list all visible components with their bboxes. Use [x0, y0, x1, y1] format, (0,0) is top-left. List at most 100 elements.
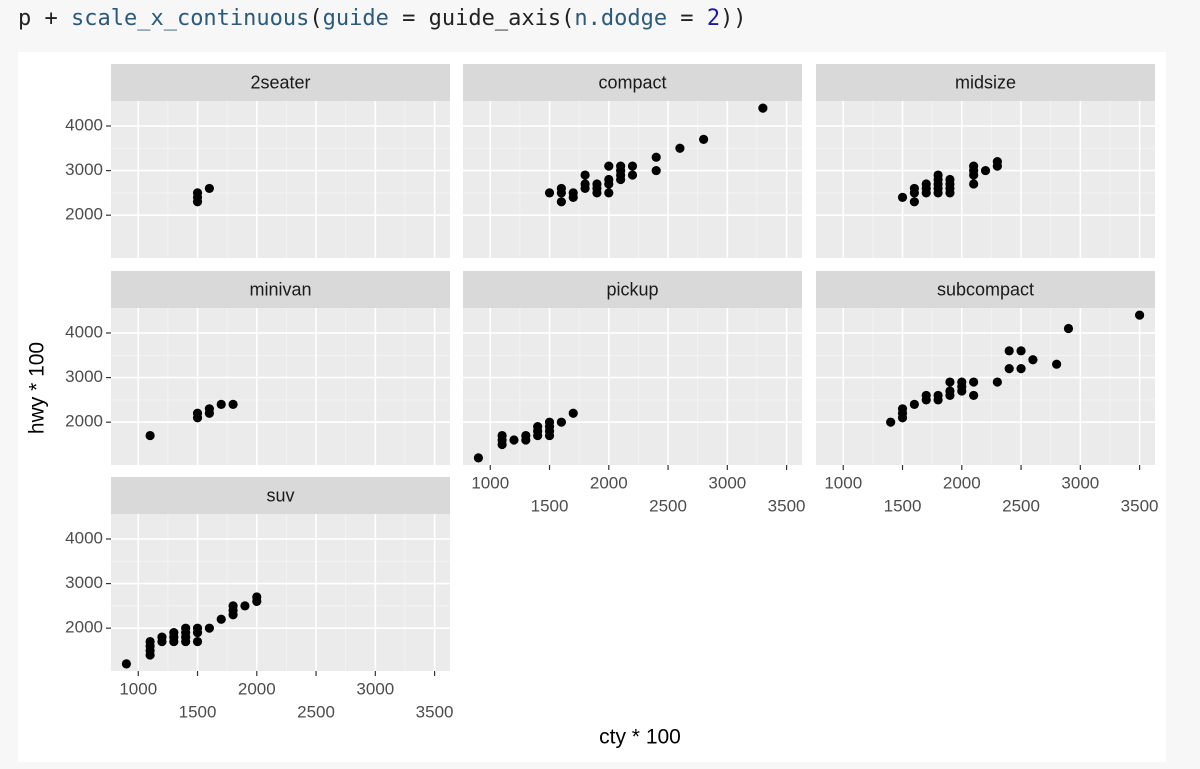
point	[192, 636, 203, 647]
code-token: scale_x_continuous	[70, 6, 310, 31]
point	[604, 179, 614, 189]
y-tick-label: 3000	[65, 367, 103, 386]
x-tick-label: 2000	[590, 473, 628, 492]
point	[921, 395, 931, 405]
point	[192, 197, 203, 207]
point	[627, 170, 638, 180]
point	[533, 430, 543, 441]
x-tick-label: 1000	[824, 473, 862, 492]
y-tick-label: 3000	[65, 160, 103, 179]
x-axis-title: cty * 100	[599, 726, 681, 749]
strip-label: compact	[598, 72, 666, 92]
point	[886, 417, 896, 427]
point	[1063, 323, 1074, 334]
point	[992, 377, 1002, 387]
point	[473, 453, 484, 463]
point	[969, 377, 979, 387]
point	[933, 395, 943, 405]
panel-background	[816, 101, 1155, 258]
point	[969, 179, 979, 189]
point	[921, 188, 931, 198]
point	[969, 390, 979, 401]
strip-background	[111, 64, 450, 101]
strip-label: suv	[266, 485, 294, 505]
panel-background	[111, 308, 450, 465]
point	[627, 161, 638, 171]
x-tick-label: 1000	[471, 473, 509, 492]
x-tick-label: 2500	[297, 702, 335, 721]
strip-label: midsize	[955, 72, 1016, 92]
point	[699, 134, 709, 144]
strip-background	[111, 477, 450, 514]
point	[969, 170, 979, 180]
code-token: n.dodge	[574, 6, 668, 31]
y-tick-label: 3000	[65, 573, 103, 592]
code-token: =	[388, 6, 429, 31]
code-token: 2	[706, 6, 721, 31]
y-tick-label: 4000	[65, 322, 103, 341]
point	[580, 170, 590, 180]
point	[509, 435, 519, 445]
point	[1028, 355, 1038, 365]
code-token: ))	[720, 6, 747, 31]
point	[228, 610, 238, 620]
point	[897, 192, 908, 202]
x-tick-label: 3500	[416, 702, 454, 721]
code-token: =	[667, 6, 707, 31]
point	[909, 188, 919, 198]
point	[145, 430, 155, 441]
strip-label: 2seater	[250, 72, 310, 92]
x-tick-label: 3500	[1121, 496, 1159, 515]
y-tick-label: 4000	[65, 115, 103, 134]
point	[758, 103, 768, 113]
code-line: p + scale_x_continuous(guide = guide_axi…	[18, 6, 747, 31]
point	[980, 165, 991, 176]
point	[216, 399, 226, 409]
x-tick-label: 3500	[768, 496, 806, 515]
x-tick-label: 3000	[708, 473, 746, 492]
strip-background	[816, 271, 1155, 308]
point	[556, 188, 566, 198]
point	[592, 188, 602, 198]
point	[192, 628, 203, 638]
point	[192, 413, 203, 423]
strip-background	[111, 271, 450, 308]
panel-background	[111, 101, 450, 258]
point	[651, 152, 661, 162]
point	[909, 399, 919, 409]
point	[568, 192, 578, 202]
point	[1016, 346, 1026, 356]
code-token: guide_axis	[428, 6, 562, 31]
strip-background	[463, 64, 802, 101]
x-tick-label: 1500	[531, 496, 569, 515]
code-token: (	[561, 6, 575, 31]
point	[228, 399, 238, 409]
x-tick-label: 1500	[179, 702, 217, 721]
point	[675, 143, 685, 153]
x-tick-label: 3000	[356, 679, 394, 698]
strip-label: subcompact	[937, 279, 1034, 299]
point	[604, 161, 614, 171]
point	[544, 188, 555, 198]
point	[157, 636, 167, 647]
point	[945, 390, 955, 401]
point	[909, 197, 919, 207]
point	[216, 614, 226, 624]
x-tick-label: 1000	[119, 679, 157, 698]
point	[1004, 346, 1014, 356]
point	[957, 386, 967, 396]
panel-background	[111, 514, 450, 671]
y-tick-label: 4000	[65, 528, 103, 547]
point	[521, 435, 531, 445]
point	[1016, 364, 1026, 374]
point	[1004, 364, 1014, 374]
strip-label: pickup	[606, 279, 658, 299]
point	[121, 659, 132, 669]
point	[933, 188, 943, 198]
y-axis-title: hwy * 100	[26, 342, 49, 434]
point	[556, 197, 566, 207]
code-token: p +	[18, 6, 71, 31]
point	[556, 417, 566, 427]
panel-background	[816, 308, 1155, 465]
